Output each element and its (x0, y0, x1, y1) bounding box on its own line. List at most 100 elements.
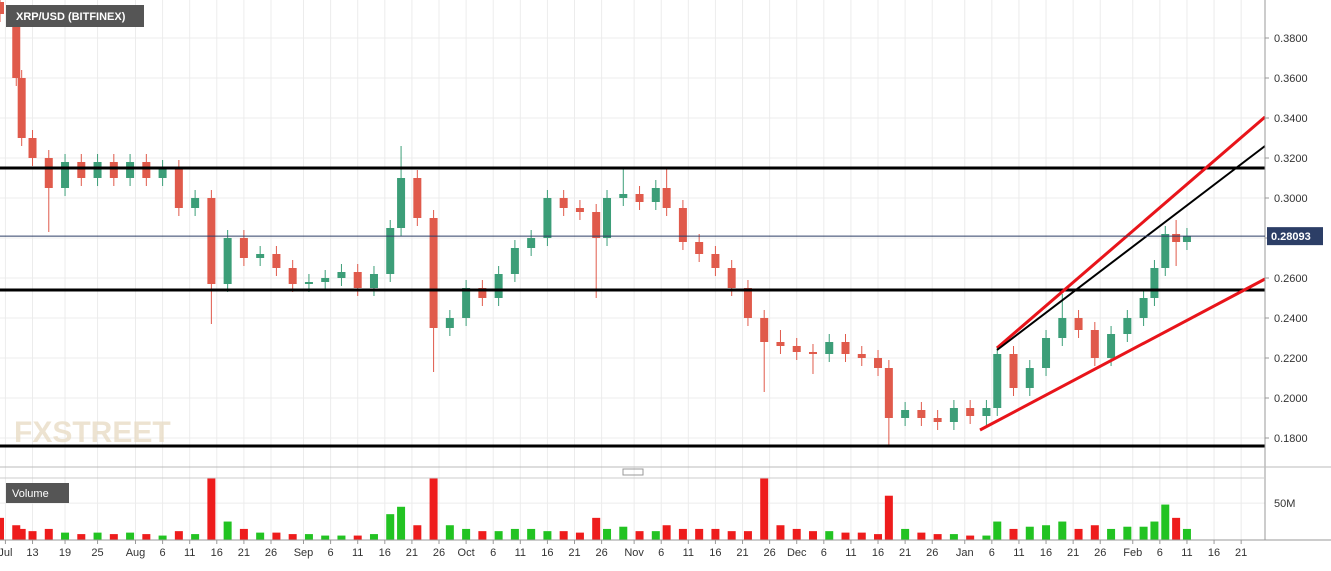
candle-body (397, 178, 406, 228)
y-tick-label: 0.3200 (1274, 153, 1308, 165)
volume-bar (304, 534, 313, 540)
volume-bar (543, 531, 552, 540)
volume-bar (651, 531, 660, 540)
volume-bar (93, 532, 102, 540)
candle-body (445, 318, 454, 328)
y-tick-label: 0.2200 (1274, 353, 1308, 365)
volume-bar (662, 525, 671, 540)
candle-body (304, 282, 313, 284)
volume-bar (223, 521, 232, 540)
volume-bar (635, 531, 644, 540)
candle-body (825, 342, 834, 354)
candle-body (510, 248, 519, 274)
x-tick-label: 21 (568, 547, 580, 559)
volume-bar (397, 506, 406, 540)
candle-body (1150, 268, 1159, 298)
volume-bar (917, 532, 926, 540)
candle-body (174, 168, 183, 208)
x-tick-label: 21 (406, 547, 418, 559)
candle-body (575, 208, 584, 212)
y-tick-label: 0.3000 (1274, 193, 1308, 205)
resize-handle[interactable] (622, 468, 644, 476)
volume-bar (1150, 521, 1159, 540)
candle-body (126, 162, 135, 178)
volume-bar (462, 528, 471, 540)
x-tick-label: 6 (490, 547, 496, 559)
trend-line (996, 115, 1266, 350)
candle-body (28, 138, 37, 158)
volume-bar (256, 532, 265, 540)
candle-body (993, 354, 1002, 408)
watermark: FXSTREET (14, 416, 171, 449)
x-tick-label: Jul (0, 547, 12, 559)
x-tick-label: 21 (736, 547, 748, 559)
volume-bar (413, 525, 422, 540)
candle-body (792, 346, 801, 352)
x-tick-label: 11 (1181, 547, 1192, 559)
volume-bar (619, 526, 628, 540)
candle-body (158, 168, 167, 178)
candle-body (1090, 330, 1099, 358)
x-tick-label: 26 (1094, 547, 1106, 559)
volume-bar (191, 534, 200, 540)
volume-bar (1123, 526, 1132, 540)
candle-body (651, 188, 660, 202)
volume-bar (901, 528, 910, 540)
candle-body (17, 78, 26, 138)
x-tick-label: 13 (26, 547, 38, 559)
volume-bar (353, 535, 362, 540)
candle-body (337, 272, 346, 278)
x-tick-label: 26 (763, 547, 775, 559)
volume-bar (445, 525, 454, 540)
volume-bar (126, 532, 135, 540)
candle-body (808, 352, 817, 354)
x-tick-label: 6 (1157, 547, 1163, 559)
candle-body (462, 288, 471, 318)
y-tick-label: 0.2000 (1274, 393, 1308, 405)
candle-body (695, 242, 704, 254)
volume-bar (792, 528, 801, 540)
x-tick-label: 11 (845, 547, 856, 559)
volume-bar (239, 528, 248, 540)
annotations (0, 115, 1266, 448)
candle-body (1009, 354, 1018, 388)
volume-tick-label: 50M (1274, 498, 1295, 510)
x-tick-label: 21 (1235, 547, 1247, 559)
title-box (6, 5, 144, 27)
x-tick-label: 6 (989, 547, 995, 559)
candle-body (61, 162, 70, 188)
candle-body (901, 410, 910, 418)
volume-bar (603, 528, 612, 540)
volume-bar (158, 535, 167, 540)
x-tick-label: 16 (709, 547, 721, 559)
candle-body (603, 198, 612, 238)
x-tick-label: 11 (1013, 547, 1024, 559)
x-tick-label: 11 (352, 547, 363, 559)
volume-bar (17, 528, 26, 540)
y-tick-label: 0.3400 (1274, 113, 1308, 125)
volume-bar (874, 534, 883, 540)
candle-body (543, 198, 552, 238)
x-tick-label: 16 (541, 547, 553, 559)
volume-bar (1025, 526, 1034, 540)
x-tick-label: 16 (1208, 547, 1220, 559)
candle-body (727, 268, 736, 288)
candle-body (321, 278, 330, 282)
x-tick-label: 25 (91, 547, 103, 559)
candle-body (1042, 338, 1051, 368)
candle-body (429, 218, 438, 328)
trend-line (979, 277, 1266, 432)
x-tick-label: 21 (1067, 547, 1079, 559)
candle-body (982, 408, 991, 416)
x-tick-label: Feb (1123, 547, 1142, 559)
volume-bar (841, 532, 850, 540)
volume-bar (494, 531, 503, 540)
x-tick-label: Jan (956, 547, 974, 559)
candle-body (93, 162, 102, 178)
volume-bar (825, 531, 834, 540)
candle-body (272, 254, 281, 268)
candle-body (874, 358, 883, 368)
x-tick-label: Sep (294, 547, 314, 559)
x-tick-label: 26 (926, 547, 938, 559)
